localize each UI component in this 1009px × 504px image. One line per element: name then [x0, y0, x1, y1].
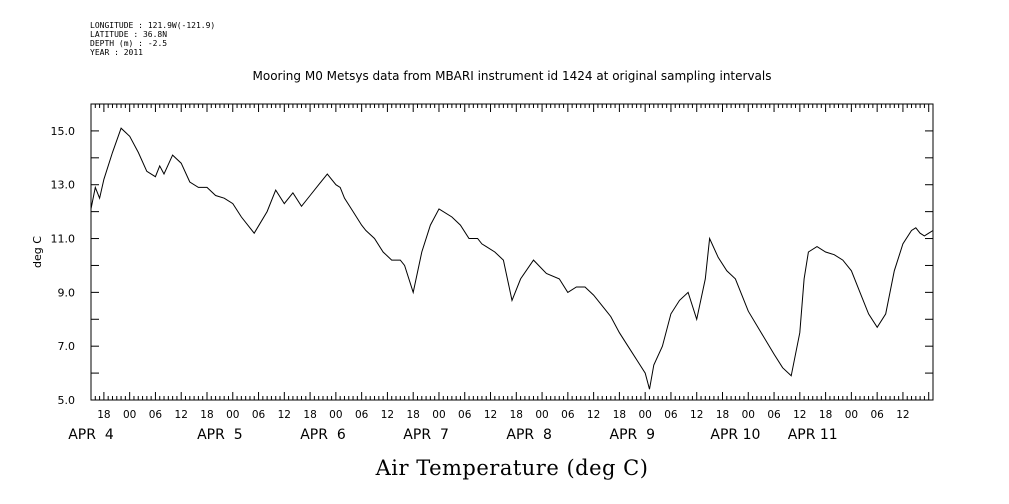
x-hour-label: 18: [303, 409, 316, 421]
x-hour-label: 12: [587, 409, 600, 421]
x-day-label: APR 10: [710, 427, 760, 443]
x-day-labels: APR 4 APR 5 APR 6 APR 7 APR 8 APR 9 APR 10 APR …: [68, 427, 838, 443]
x-axis-title: Air Temperature (deg C): [375, 456, 649, 480]
plot-frame: [90, 103, 934, 401]
x-hour-label: 00: [638, 409, 651, 421]
x-hour-label: 12: [793, 409, 806, 421]
x-hour-label: 06: [664, 409, 678, 421]
y-axis-label: deg C: [31, 236, 44, 268]
x-hour-label: 18: [716, 409, 729, 421]
y-tick-label: 11.0: [51, 233, 76, 246]
x-hour-labels: 18 00 06 12 18 00 06 12 18 00 06 12 18 00 06 12 18 00 06 12…: [97, 409, 909, 421]
x-hour-label: 18: [97, 409, 110, 421]
x-day-label: APR 9: [610, 427, 656, 443]
meta-longitude: LONGITUDE : 121.9W(-121.9): [90, 21, 216, 30]
x-hour-label: 12: [175, 409, 188, 421]
x-hour-label: 18: [613, 409, 626, 421]
y-tick-label: 7.0: [58, 340, 76, 353]
x-hour-label: 06: [355, 409, 369, 421]
x-hour-label: 12: [381, 409, 394, 421]
x-day-label: APR 4: [68, 427, 114, 443]
x-hour-label: 00: [226, 409, 239, 421]
x-hour-label: 12: [690, 409, 703, 421]
meta-year: YEAR : 2011: [90, 48, 143, 57]
meta-depth: DEPTH (m) : -2.5: [90, 39, 168, 48]
x-hour-label: 00: [123, 409, 136, 421]
x-hour-label: 12: [484, 409, 497, 421]
x-hour-label: 18: [200, 409, 213, 421]
x-hour-label: 18: [510, 409, 523, 421]
x-day-label: APR 5: [197, 427, 243, 443]
x-hour-label: 00: [535, 409, 548, 421]
x-hour-label: 00: [845, 409, 858, 421]
x-day-label: APR 11: [788, 427, 838, 443]
x-day-label: APR 8: [506, 427, 552, 443]
y-tick-label: 15.0: [51, 125, 76, 138]
x-hour-label: 00: [432, 409, 445, 421]
x-hour-label: 18: [407, 409, 420, 421]
x-hour-label: 00: [742, 409, 755, 421]
y-tick-label: 9.0: [58, 286, 76, 299]
air-temperature-line: [90, 127, 934, 390]
x-hour-label: 12: [896, 409, 909, 421]
x-hour-label: 06: [767, 409, 781, 421]
y-tick-labels: 5.0 7.0 9.0 11.0 13.0 15.0: [51, 125, 76, 407]
y-tick-label: 13.0: [51, 179, 76, 192]
metadata-block: LONGITUDE : 121.9W(-121.9) LATITUDE : 36…: [90, 21, 215, 57]
x-hour-label: 06: [149, 409, 163, 421]
x-day-label: APR 6: [300, 427, 346, 443]
axis-ticks: [90, 103, 934, 401]
x-day-label: APR 7: [403, 427, 449, 443]
chart-title: Mooring M0 Metsys data from MBARI instru…: [253, 69, 772, 83]
x-hour-label: 00: [329, 409, 342, 421]
x-hour-label: 06: [561, 409, 575, 421]
x-hour-label: 06: [870, 409, 884, 421]
y-tick-label: 5.0: [58, 394, 76, 407]
x-hour-label: 06: [458, 409, 472, 421]
x-hour-label: 18: [819, 409, 832, 421]
x-hour-label: 12: [278, 409, 291, 421]
meta-latitude: LATITUDE : 36.8N: [90, 30, 168, 39]
x-hour-label: 06: [252, 409, 266, 421]
